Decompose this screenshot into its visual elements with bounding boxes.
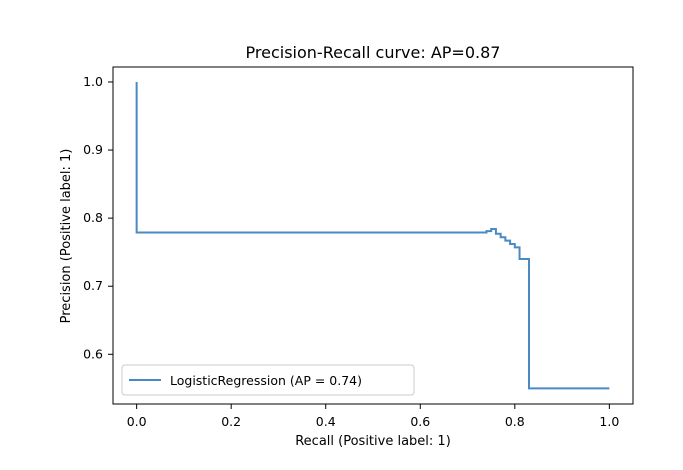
y-tick-label: 0.7 [83,278,103,293]
y-tick-label: 0.8 [83,210,103,225]
x-tick-label: 0.4 [316,414,336,429]
axes-frame [112,66,634,405]
x-tick-label: 1.0 [599,414,619,429]
y-axis-ticks: 0.6 0.7 0.8 0.9 1.0 [83,74,113,361]
y-tick-label: 0.9 [83,142,103,157]
x-tick-label: 0.8 [505,414,525,429]
chart-title: Precision-Recall curve: AP=0.87 [246,43,501,62]
x-axis-label: Recall (Positive label: 1) [295,434,451,449]
legend: LogisticRegression (AP = 0.74) [121,364,415,396]
x-axis-ticks: 0.0 0.2 0.4 0.6 0.8 1.0 [127,404,619,429]
plot-area [135,81,610,390]
legend-box [121,364,415,396]
y-tick-label: 1.0 [83,74,103,89]
y-tick-label: 0.6 [83,346,103,361]
x-tick-label: 0.0 [127,414,147,429]
legend-entry-logisticregression: LogisticRegression (AP = 0.74) [170,373,362,388]
y-axis-label: Precision (Positive label: 1) [59,149,74,324]
series-line-0 [135,81,610,390]
x-tick-label: 0.6 [410,414,430,429]
x-tick-label: 0.2 [221,414,241,429]
